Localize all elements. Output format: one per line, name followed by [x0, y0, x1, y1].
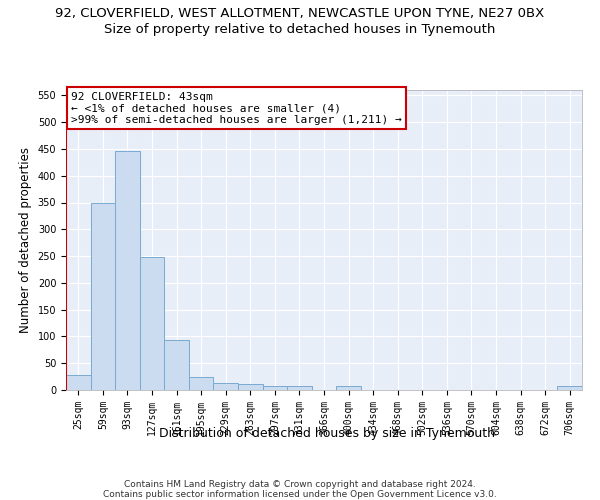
Bar — [164, 340, 189, 390]
Bar — [336, 386, 361, 390]
Text: 92 CLOVERFIELD: 43sqm
← <1% of detached houses are smaller (4)
>99% of semi-deta: 92 CLOVERFIELD: 43sqm ← <1% of detached … — [71, 92, 402, 124]
Bar — [287, 386, 312, 390]
Bar — [91, 202, 115, 390]
Bar — [140, 257, 164, 390]
Text: Contains HM Land Registry data © Crown copyright and database right 2024.
Contai: Contains HM Land Registry data © Crown c… — [103, 480, 497, 500]
Bar — [115, 151, 140, 390]
Bar — [214, 382, 238, 390]
Text: Distribution of detached houses by size in Tynemouth: Distribution of detached houses by size … — [159, 428, 495, 440]
Bar — [66, 375, 91, 390]
Bar — [557, 386, 582, 390]
Text: Size of property relative to detached houses in Tynemouth: Size of property relative to detached ho… — [104, 22, 496, 36]
Y-axis label: Number of detached properties: Number of detached properties — [19, 147, 32, 333]
Bar — [238, 384, 263, 390]
Bar — [263, 386, 287, 390]
Bar — [189, 376, 214, 390]
Text: 92, CLOVERFIELD, WEST ALLOTMENT, NEWCASTLE UPON TYNE, NE27 0BX: 92, CLOVERFIELD, WEST ALLOTMENT, NEWCAST… — [55, 8, 545, 20]
